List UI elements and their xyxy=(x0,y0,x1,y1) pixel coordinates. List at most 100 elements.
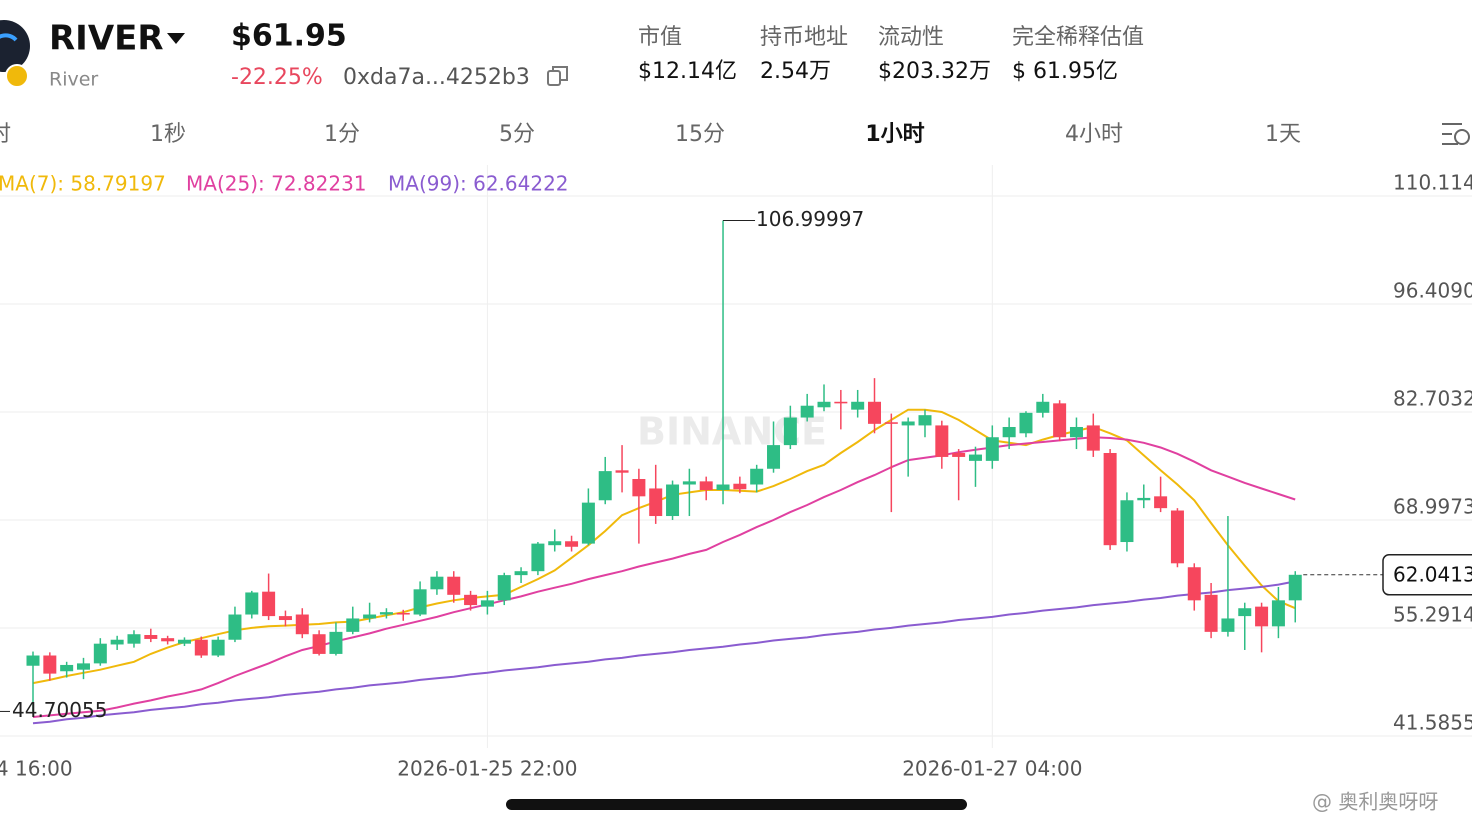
candle-body xyxy=(1069,426,1083,438)
candle-body xyxy=(379,612,393,615)
home-indicator xyxy=(506,799,967,810)
candle-body xyxy=(430,576,444,590)
min-label: 44.70055 xyxy=(12,698,107,722)
candle-body xyxy=(161,638,175,642)
candle-body xyxy=(177,639,191,644)
candle-body xyxy=(1187,567,1201,601)
candle-body xyxy=(363,614,377,619)
y-tick-label: 41.5855 xyxy=(1393,710,1472,734)
candle-body xyxy=(447,576,461,595)
candle-body xyxy=(144,635,158,639)
interval-tab[interactable]: 1天 xyxy=(1265,122,1301,147)
candle-body xyxy=(1120,500,1134,543)
stat-value: $203.32万 xyxy=(878,59,991,84)
y-tick-label: 82.7032 xyxy=(1393,386,1472,410)
candle-body xyxy=(968,454,982,461)
candle-body xyxy=(1271,600,1285,627)
candle-body xyxy=(1204,594,1218,632)
candle-body xyxy=(278,616,292,621)
x-tick-label: 2026-01-25 22:00 xyxy=(397,757,577,781)
candle-body xyxy=(514,571,528,576)
candle-body xyxy=(666,484,680,517)
candle-body xyxy=(783,417,797,446)
legend-entry: MA(25): 72.82231 xyxy=(186,172,367,196)
legend-entry: MA(99): 62.64222 xyxy=(388,172,569,196)
price: $61.95 xyxy=(231,19,347,54)
candle-body xyxy=(1137,497,1151,501)
candle-body xyxy=(26,655,40,666)
ma-line xyxy=(32,436,1296,718)
legend-entry: MA(7): 58.79197 xyxy=(0,172,166,196)
logo-wave xyxy=(0,33,18,42)
candle-body xyxy=(1255,606,1269,627)
candle-body xyxy=(548,541,562,546)
stat-label: 流动性 xyxy=(878,25,944,50)
candle-body xyxy=(565,541,579,547)
candle-body xyxy=(817,401,831,408)
stat-value: $ 61.95亿 xyxy=(1012,59,1118,84)
candle-body xyxy=(464,594,478,606)
candle-body xyxy=(127,634,141,644)
contract-address: 0xda7a...4252b3 xyxy=(343,65,530,90)
dropdown-arrow[interactable] xyxy=(167,33,185,44)
x-tick-label: 2026-01-24 16:00 xyxy=(0,757,73,781)
candle-body xyxy=(110,639,124,645)
symbol[interactable]: RIVER xyxy=(49,19,164,59)
candle-body xyxy=(1221,618,1235,632)
candle-body xyxy=(295,614,309,635)
interval-tab[interactable]: 时 xyxy=(0,122,11,147)
candle-body xyxy=(329,631,343,654)
candle-body xyxy=(262,591,276,617)
interval-tab[interactable]: 1秒 xyxy=(150,122,186,147)
candle-body xyxy=(211,639,225,656)
ma-line xyxy=(32,580,1296,725)
candle-body xyxy=(834,401,848,404)
candle-body xyxy=(1019,412,1033,434)
candle-body xyxy=(245,592,259,615)
token-name: River xyxy=(49,69,98,91)
interval-tab[interactable]: 1小时 xyxy=(865,122,924,147)
candle-body xyxy=(935,425,949,457)
candle-body xyxy=(1086,425,1100,451)
candle-body xyxy=(1002,426,1016,438)
candle-body xyxy=(413,589,427,615)
token-logo xyxy=(0,20,30,72)
candle-body xyxy=(228,614,242,640)
candle-body xyxy=(750,468,764,485)
chain-badge xyxy=(5,64,29,88)
interval-tab[interactable]: 5分 xyxy=(499,122,535,147)
copy-icon[interactable] xyxy=(547,66,568,86)
y-tick-label: 55.2914 xyxy=(1393,602,1472,626)
interval-tab[interactable]: 15分 xyxy=(675,122,725,147)
candle-body xyxy=(43,655,57,674)
ma-line xyxy=(32,408,1296,685)
last-price-box xyxy=(1382,554,1472,596)
candle-body xyxy=(1170,510,1184,564)
candle-body xyxy=(346,618,360,632)
candle-body xyxy=(800,405,814,418)
settings-icon[interactable] xyxy=(1442,123,1470,145)
interval-tab[interactable]: 1分 xyxy=(324,122,360,147)
candle-body xyxy=(632,478,646,497)
candle-body xyxy=(1288,574,1302,601)
candle-body xyxy=(682,481,696,485)
candle-body xyxy=(1154,496,1168,509)
candle-body xyxy=(1036,401,1050,413)
candle-body xyxy=(649,488,663,517)
candle-body xyxy=(60,664,74,672)
candle-body xyxy=(396,612,410,615)
candle-body xyxy=(480,600,494,607)
candle-body xyxy=(952,452,966,457)
x-tick-label: 2026-01-27 04:00 xyxy=(902,757,1082,781)
candle-body xyxy=(93,643,107,664)
interval-tab[interactable]: 4小时 xyxy=(1065,122,1123,147)
candle-body xyxy=(851,401,865,410)
candle-body xyxy=(312,634,326,654)
candle-body xyxy=(497,575,511,601)
price-change: -22.25% xyxy=(231,65,323,90)
stat-value: $12.14亿 xyxy=(638,59,737,84)
stat-label: 市值 xyxy=(638,25,682,50)
max-label: 106.99997 xyxy=(756,207,864,231)
